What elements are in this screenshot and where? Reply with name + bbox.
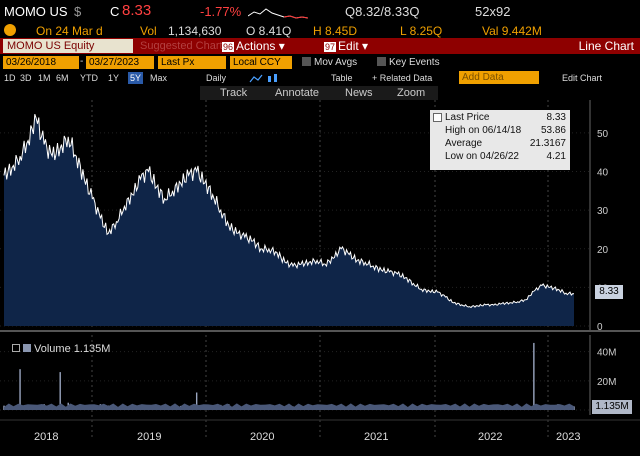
ticker-size: 52x92 [475, 4, 511, 19]
volume-swatch [23, 344, 31, 352]
period-5y[interactable]: 5Y [128, 72, 144, 84]
edit-label: Edit [338, 39, 359, 53]
price-tick-label: 40 [597, 168, 609, 179]
quote-high: H 8.45D [313, 24, 358, 38]
mov-avgs-label: Mov Avgs [314, 57, 358, 68]
period-1m[interactable]: 1M [38, 73, 51, 83]
chart-legend: Last Price 8.33 High on 06/14/18 53.86 Ave… [430, 110, 570, 170]
quote-open: O 8.41Q [246, 24, 292, 38]
x-tick-label: 2018 [34, 431, 58, 443]
volume-legend: Volume 1.135M [12, 343, 110, 355]
quote-icon [4, 24, 16, 36]
legend-average: Average 21.3167 [445, 138, 566, 149]
ticker-price: 8.33 [122, 2, 152, 19]
legend-high: High on 06/14/18 53.86 [445, 125, 566, 136]
actions-menu[interactable]: 96 Actions ▾ [222, 39, 285, 53]
sparkline-icon [248, 8, 308, 19]
quote-vol-label: Vol [140, 24, 157, 38]
news-button[interactable]: News [345, 87, 373, 99]
price-tick-label: 0 [597, 322, 603, 333]
legend-low: Low on 04/26/22 4.21 [445, 151, 566, 162]
price-tick-label: 50 [597, 129, 609, 140]
currency-select[interactable]: Local CCY [230, 56, 292, 69]
period-6m[interactable]: 6M [56, 73, 69, 83]
volume-area [4, 403, 574, 410]
volume-label: Volume [34, 343, 71, 355]
suggested-charts[interactable]: Suggested Charts [140, 40, 229, 52]
price-tick-label: 30 [597, 206, 609, 217]
period-3d[interactable]: 3D [20, 73, 32, 83]
period-bar: Daily Table + Related Data Add Data Edit… [0, 71, 640, 85]
price-area [4, 114, 574, 326]
volume-tick-label: 20M [597, 377, 616, 388]
settings-bar: 03/26/2018 - 03/27/2023 Last Px Local CC… [0, 56, 640, 70]
add-data-input[interactable]: Add Data [459, 71, 539, 84]
menu-bar: MOMO US Equity Suggested Charts 96 Action… [0, 38, 640, 54]
end-date-field[interactable]: 03/27/2023 [86, 56, 154, 69]
edit-chart-button[interactable]: Edit Chart [562, 73, 603, 83]
edit-number: 97 [324, 42, 337, 52]
legend-swatch [433, 113, 442, 122]
daily-select[interactable]: Daily [206, 73, 227, 83]
key-events-label: Key Events [389, 57, 440, 68]
zoom-button[interactable]: Zoom [397, 87, 426, 99]
edit-menu[interactable]: 97 Edit ▾ [324, 39, 368, 53]
chevron-down-icon: ▾ [358, 39, 369, 53]
mov-avgs-checkbox[interactable] [302, 57, 311, 66]
ticker-symbol[interactable]: MOMO US [4, 4, 68, 19]
ticker-change: -1.77% [200, 4, 242, 19]
legend-last: Last Price 8.33 [445, 112, 566, 123]
period-1y[interactable]: 1Y [108, 73, 120, 83]
period-ytd[interactable]: YTD [80, 73, 98, 83]
security-field[interactable]: MOMO US Equity [3, 39, 133, 53]
ticker-bar: MOMO US $ C 8.33 -1.77% Q8.32/8.33Q 52x9… [0, 0, 640, 26]
volume-value: 1.135M [73, 343, 111, 355]
volume-tag: 1.135M [592, 400, 632, 414]
actions-label: Actions [236, 39, 276, 53]
key-events-checkbox[interactable] [377, 57, 386, 66]
quote-val: Val 9.442M [482, 24, 542, 38]
chart-style-icon[interactable] [248, 73, 288, 84]
last-price-tag: 8.33 [595, 285, 623, 299]
quote-low: L 8.25Q [400, 24, 443, 38]
quote-date: On 24 Mar d [36, 24, 103, 38]
period-max[interactable]: Max [150, 73, 168, 83]
start-date-field[interactable]: 03/26/2018 [3, 56, 79, 69]
ticker-range: Q8.32/8.33Q [345, 4, 420, 19]
x-tick-label: 2021 [364, 431, 388, 443]
period-1d[interactable]: 1D [4, 73, 16, 83]
date-separator: - [80, 56, 84, 67]
price-field-select[interactable]: Last Px [158, 56, 226, 69]
ticker-currency: $ [74, 4, 82, 19]
price-tick-label: 20 [597, 245, 609, 256]
table-button[interactable]: Table [331, 73, 353, 83]
chart-tools: Track Annotate News Zoom [200, 86, 438, 101]
volume-tick-label: 40M [597, 348, 616, 359]
related-data-button[interactable]: + Related Data [372, 73, 433, 83]
quote-bar: On 24 Mar d Vol 1,134,630 O 8.41Q H 8.45… [0, 24, 640, 38]
x-tick-label: 2022 [478, 431, 502, 443]
quote-vol: 1,134,630 [168, 24, 222, 38]
x-tick-label: 2020 [250, 431, 274, 443]
chevron-down-icon: ▾ [275, 39, 285, 53]
price-line [3, 114, 575, 309]
track-button[interactable]: Track [220, 87, 248, 99]
annotate-button[interactable]: Annotate [275, 87, 320, 99]
volume-checkbox[interactable] [12, 344, 20, 352]
x-tick-label: 2019 [137, 431, 161, 443]
chart-type-title: Line Chart [578, 39, 634, 53]
x-tick-label: 2023 [556, 431, 580, 443]
ticker-c-label: C [110, 4, 120, 19]
actions-number: 96 [222, 42, 235, 52]
